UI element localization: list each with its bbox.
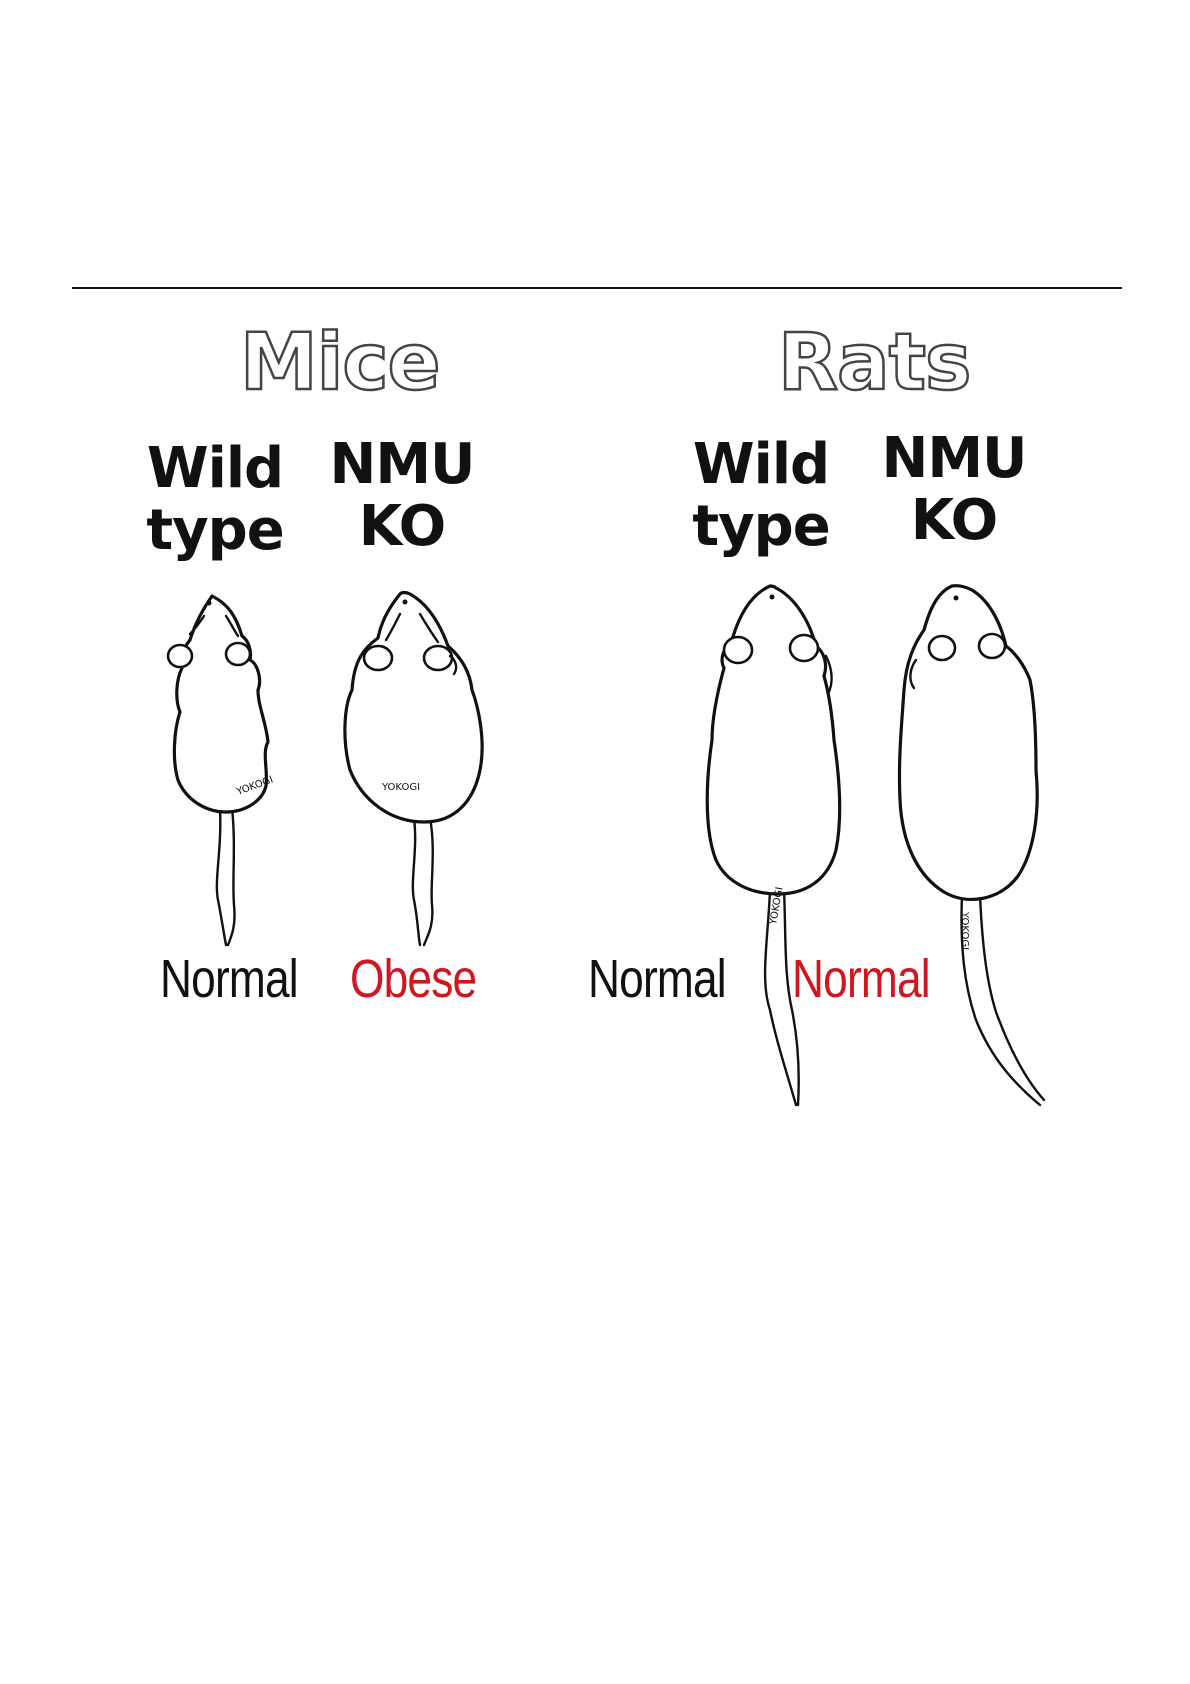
mice-ko-outcome: Obese (350, 949, 477, 1009)
mice-nmu-ko-label: NMU KO (322, 434, 482, 558)
rats-ko-line1: NMU (881, 426, 1027, 491)
rats-nmu-ko-label: NMU KO (874, 428, 1034, 552)
rats-title: Rats (777, 317, 973, 410)
signature: YOKOGI (959, 911, 970, 950)
mice-wild-outcome: Normal (160, 949, 299, 1009)
mice-title: Mice (239, 317, 442, 410)
mice-wild-line2: type (146, 498, 284, 563)
mouse-nmu-ko-icon: YOKOGI (343, 590, 484, 947)
rats-wild-line2: type (692, 494, 830, 559)
rats-ko-outcome: Normal (792, 949, 931, 1009)
rat-nmu-ko-icon: YOKOGI (897, 584, 1046, 1107)
mouse-wild-type-icon: YOKOGI (166, 594, 275, 947)
rat-wild-type-icon: YOKOGI (705, 584, 842, 1107)
mice-ko-line2: KO (358, 494, 446, 559)
rats-wild-type-label: Wild type (686, 434, 836, 558)
rats-ko-line2: KO (910, 488, 998, 553)
rats-wild-line1: Wild (692, 432, 830, 497)
divider-line (72, 287, 1122, 289)
mice-wild-type-label: Wild type (140, 438, 290, 562)
signature: YOKOGI (381, 782, 420, 793)
mice-wild-line1: Wild (146, 436, 284, 501)
mice-ko-line1: NMU (329, 432, 475, 497)
rats-wild-outcome: Normal (588, 949, 727, 1009)
